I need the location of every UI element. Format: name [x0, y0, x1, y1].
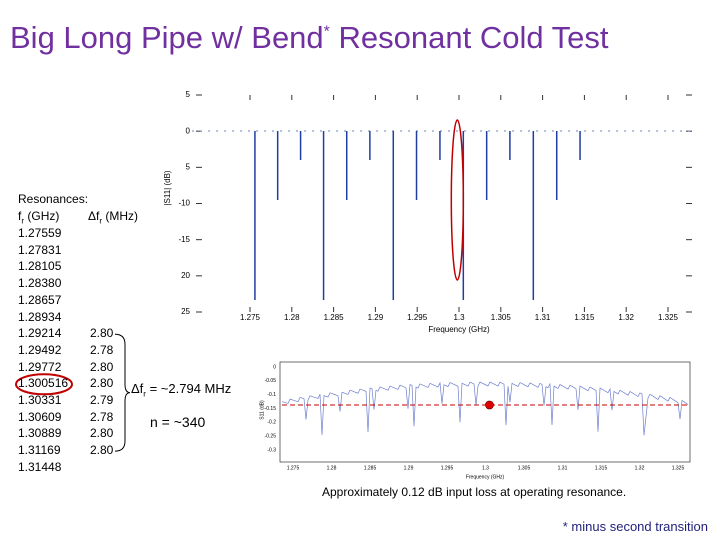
delta-cell: 2.80	[90, 426, 114, 441]
x-tick-label: 1.275	[240, 313, 261, 322]
delta-cell: 2.80	[90, 443, 114, 458]
freq-cell: 1.28657	[18, 292, 62, 307]
y-tick-label: -0.1	[267, 392, 276, 398]
y-axis-label: S11 (dB)	[259, 400, 265, 420]
y-tick-label: -0.15	[265, 406, 277, 412]
table-heading: Resonances:	[18, 192, 89, 206]
delta-cell: 2.78	[90, 409, 114, 424]
y-tick-label: -0.2	[267, 420, 276, 426]
x-tick-label: 1.315	[595, 465, 608, 471]
x-tick-label: 1.3	[453, 313, 465, 322]
x-tick-label: 1.305	[518, 465, 531, 471]
freq-cell: 1.29772	[18, 359, 62, 374]
delta-cell: 2.80	[90, 359, 114, 374]
y-tick-label: -0.05	[265, 378, 277, 384]
freq-cell: 1.29214	[18, 326, 62, 341]
caption: Approximately 0.12 dB input loss at oper…	[322, 485, 627, 499]
delta-cell: 2.78	[90, 342, 114, 357]
x-tick-label: 1.32	[635, 465, 645, 471]
unit: (GHz)	[27, 209, 60, 223]
x-tick-label: 1.32	[618, 313, 634, 322]
y-tick-label: 0	[273, 364, 276, 370]
x-tick-label: 1.28	[284, 313, 300, 322]
freq-cell: 1.31169	[18, 443, 61, 458]
col2-header: Δfr (MHz)	[88, 209, 138, 225]
x-tick-label: 1.28	[327, 465, 337, 471]
highlight-ellipse	[450, 119, 465, 281]
y-tick-label: 20	[181, 271, 190, 280]
delta-cell: 2.80	[90, 326, 114, 341]
x-tick-label: 1.275	[287, 465, 300, 471]
operating-point	[485, 400, 494, 410]
freq-cell: 1.28934	[18, 309, 62, 324]
x-tick-label: 1.31	[558, 465, 568, 471]
freq-cell: 1.30609	[18, 409, 62, 424]
x-tick-label: 1.295	[441, 465, 454, 471]
footnote: * minus second transition	[562, 519, 708, 534]
y-tick-label: -10	[178, 199, 190, 208]
x-axis-label: Frequency (GHz)	[466, 474, 505, 480]
y-tick-label: 5	[186, 162, 191, 171]
n-annotation: n = ~340	[150, 414, 206, 430]
y-tick-label: 5	[186, 90, 191, 99]
unit: (MHz)	[105, 209, 139, 223]
sym: Δf	[131, 381, 144, 396]
highlight-circle	[15, 373, 73, 396]
sym: Δf	[88, 209, 100, 223]
text: = ~2.794 MHz	[149, 381, 232, 396]
sub: r	[99, 216, 103, 226]
title-rest: Resonant Cold Test	[338, 20, 609, 55]
y-axis-label: |S11| (dB)	[163, 170, 172, 205]
x-tick-label: 1.315	[574, 313, 595, 322]
x-tick-label: 1.285	[324, 313, 345, 322]
freq-cell: 1.29492	[18, 342, 62, 357]
x-tick-label: 1.29	[368, 313, 384, 322]
x-tick-label: 1.325	[672, 465, 685, 471]
trace	[281, 381, 689, 436]
x-tick-label: 1.295	[407, 313, 428, 322]
delta-annotation: Δfr = ~2.794 MHz	[131, 381, 231, 399]
col1-header: fr (GHz)	[18, 209, 59, 225]
y-tick-label: -0.3	[267, 447, 276, 453]
delta-cell: 2.79	[90, 393, 114, 407]
title-main: Big Long Pipe w/ Bend	[10, 20, 324, 55]
freq-cell: 1.31448	[18, 459, 62, 474]
freq-cell: 1.27559	[18, 226, 62, 240]
plot-frame	[279, 361, 691, 463]
freq-cell: 1.28380	[18, 276, 62, 291]
freq-cell: 1.30331	[18, 393, 62, 407]
freq-cell: 1.28105	[18, 259, 62, 274]
y-tick-label: 25	[181, 307, 190, 316]
x-tick-label: 1.29	[404, 465, 414, 471]
freq-cell: 1.300516	[18, 376, 69, 391]
delta-cell: 2.80	[90, 376, 114, 391]
x-tick-label: 1.305	[491, 313, 512, 322]
y-tick-label: 0	[186, 126, 191, 135]
brace	[114, 333, 131, 452]
freq-cell: 1.30889	[18, 426, 62, 441]
title: Big Long Pipe w/ Bend* Resonant Cold Tes…	[10, 20, 609, 56]
x-tick-label: 1.3	[482, 465, 489, 471]
x-tick-label: 1.31	[535, 313, 551, 322]
x-axis-label: Frequency (GHz)	[428, 325, 490, 334]
sym: f	[18, 209, 22, 223]
freq-cell: 1.27831	[18, 242, 62, 257]
sub: r	[21, 216, 25, 226]
x-tick-label: 1.325	[658, 313, 679, 322]
y-tick-label: -0.25	[265, 433, 277, 439]
y-tick-label: -15	[178, 235, 190, 244]
sub: r	[143, 389, 146, 399]
title-sup: *	[323, 23, 330, 41]
x-tick-label: 1.285	[364, 465, 377, 471]
